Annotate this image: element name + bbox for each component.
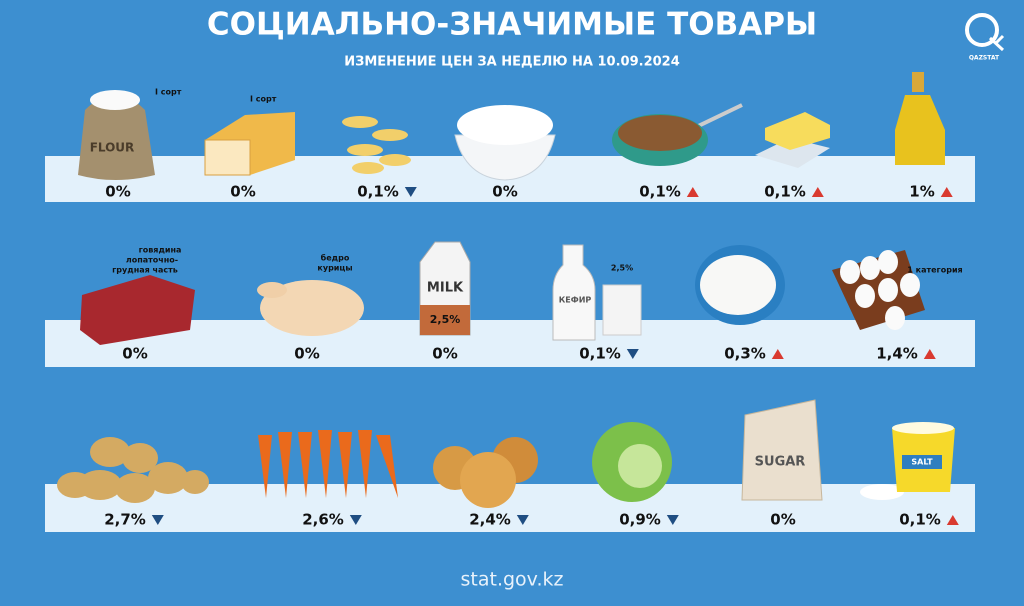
caption: 1 категория	[907, 266, 962, 275]
price-change: 0,9%	[619, 511, 661, 529]
price-change: 0%	[770, 511, 795, 529]
onion-icon	[433, 437, 538, 508]
trend-arrow-down	[151, 515, 164, 525]
price-change: 0,1%	[579, 345, 621, 363]
price-change: 1%	[909, 183, 934, 201]
trend-arrow-down	[404, 187, 417, 197]
bread-icon	[204, 112, 295, 176]
price-change: 0,1%	[357, 183, 399, 201]
price-change: 0%	[294, 345, 319, 363]
caption: 2,5%	[611, 264, 633, 273]
trend-arrow-up	[771, 349, 784, 359]
caption: I сорт	[250, 95, 277, 104]
caption: SUGAR	[755, 455, 806, 470]
sugar-icon: SUGAR	[741, 399, 823, 501]
milk-carton-icon: MILK 2,5%	[419, 241, 471, 336]
price-change: 0,1%	[639, 183, 681, 201]
caption: КЕФИР	[559, 296, 592, 305]
logo-text: QAZSTAT	[969, 55, 1000, 62]
price-change: 2,4%	[469, 511, 511, 529]
price-change: 0,3%	[724, 345, 766, 363]
cottage-cheese-icon	[695, 245, 785, 325]
rice-icon	[454, 105, 556, 181]
price-change: 0%	[432, 345, 457, 363]
caption: лопаточно-	[126, 256, 178, 265]
caption: MILK	[427, 281, 464, 296]
caption: I сорт	[155, 88, 182, 97]
trend-arrow-up	[946, 515, 959, 525]
caption: 2,5%	[430, 313, 461, 326]
trend-arrow-up	[940, 187, 953, 197]
carrot-icon	[258, 430, 398, 498]
caption: грудная часть	[112, 266, 178, 275]
title: СОЦИАЛЬНО-ЗНАЧИМЫЕ ТОВАРЫ	[207, 7, 817, 43]
shelf	[45, 320, 975, 367]
kefir-icon: КЕФИР	[552, 244, 642, 341]
potato-icon	[57, 437, 209, 503]
price-change: 0%	[230, 183, 255, 201]
salt-icon: SALT	[860, 422, 955, 500]
caption: FLOUR	[90, 141, 135, 155]
price-change: 0%	[105, 183, 130, 201]
oil-icon	[895, 72, 945, 165]
cabbage-icon	[592, 422, 672, 502]
pasta-icon	[342, 116, 411, 174]
trend-arrow-up	[923, 349, 936, 359]
logo: QAZSTAT	[965, 13, 1005, 62]
butter-icon	[755, 112, 830, 168]
trend-arrow-down	[516, 515, 529, 525]
beef-icon	[80, 275, 195, 345]
price-change: 1,4%	[876, 345, 918, 363]
caption: SALT	[911, 458, 933, 467]
trend-arrow-up	[686, 187, 699, 197]
price-change: 0%	[122, 345, 147, 363]
flour-icon: FLOUR	[78, 90, 155, 180]
trend-arrow-down	[349, 515, 362, 525]
price-change: 0,1%	[899, 511, 941, 529]
price-change: 2,6%	[302, 511, 344, 529]
footer: stat.gov.kz	[461, 569, 564, 591]
subtitle: ИЗМЕНЕНИЕ ЦЕН ЗА НЕДЕЛЮ НА 10.09.2024	[344, 55, 680, 70]
caption: курицы	[317, 264, 352, 273]
buckwheat-icon	[612, 103, 743, 166]
trend-arrow-down	[666, 515, 679, 525]
trend-arrow-up	[811, 187, 824, 197]
trend-arrow-down	[626, 349, 639, 359]
chicken-icon	[257, 280, 364, 336]
eggs-icon	[832, 250, 925, 330]
caption: бедро	[321, 253, 350, 263]
price-change: 0%	[492, 183, 517, 201]
price-change: 0,1%	[764, 183, 806, 201]
price-change: 2,7%	[104, 511, 146, 529]
caption: говядина	[139, 246, 182, 255]
